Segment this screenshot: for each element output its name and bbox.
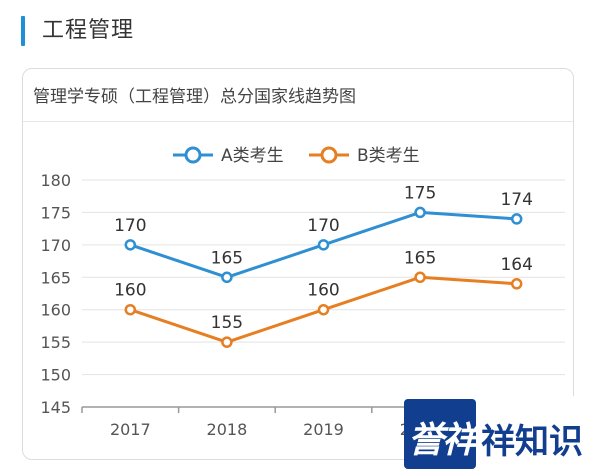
data-label: 160 (307, 281, 339, 301)
data-point (221, 271, 233, 284)
y-tick-label: 145 (40, 398, 71, 417)
watermark-badge-text: 誉祥 (408, 420, 478, 461)
y-tick-label: 155 (40, 333, 71, 352)
chart-card: 管理学专硕（工程管理）总分国家线趋势图 145 150 155 160 165 170 17… (22, 68, 574, 460)
watermark-badge: 誉祥 (404, 399, 478, 469)
data-point (221, 336, 233, 348)
y-tick-label: 160 (40, 301, 71, 320)
card-divider (23, 121, 573, 122)
legend-label-0: A类考生 (221, 146, 284, 166)
watermark-text: 祥知识 (481, 422, 583, 462)
data-point (124, 303, 137, 316)
legend-marker-0 (184, 146, 202, 164)
chart-title: 管理学专硕（工程管理）总分国家线趋势图 (33, 87, 356, 107)
section-title: 工程管理 (42, 18, 135, 43)
y-tick-label: 170 (40, 236, 71, 255)
data-point (414, 206, 426, 219)
data-label: 170 (307, 216, 339, 236)
data-label: 165 (404, 248, 436, 268)
legend-label-1: B类考生 (357, 146, 420, 166)
data-label: 164 (500, 255, 532, 275)
data-point (510, 213, 523, 225)
data-point (317, 303, 330, 316)
watermark-logo: 誉祥 祥知识 (404, 396, 600, 476)
data-label: 175 (404, 183, 436, 203)
data-label: 160 (114, 281, 146, 301)
data-label: 174 (500, 190, 532, 210)
data-point (317, 239, 330, 251)
y-tick-label: 150 (40, 366, 71, 385)
x-tick-label: 2019 (303, 420, 344, 439)
x-tick-label: 2017 (110, 420, 151, 439)
y-tick-label: 175 (40, 203, 71, 222)
legend-marker-1 (320, 146, 338, 164)
y-tick-label: 180 (40, 171, 71, 190)
data-point (510, 278, 523, 290)
data-point (414, 271, 426, 284)
y-tick-label: 165 (40, 268, 71, 287)
data-point (124, 239, 137, 251)
data-label: 155 (211, 313, 243, 333)
data-label: 165 (211, 248, 243, 268)
x-tick-label: 2018 (207, 420, 248, 439)
data-label: 170 (114, 216, 146, 236)
section-accent-bar (21, 16, 25, 46)
